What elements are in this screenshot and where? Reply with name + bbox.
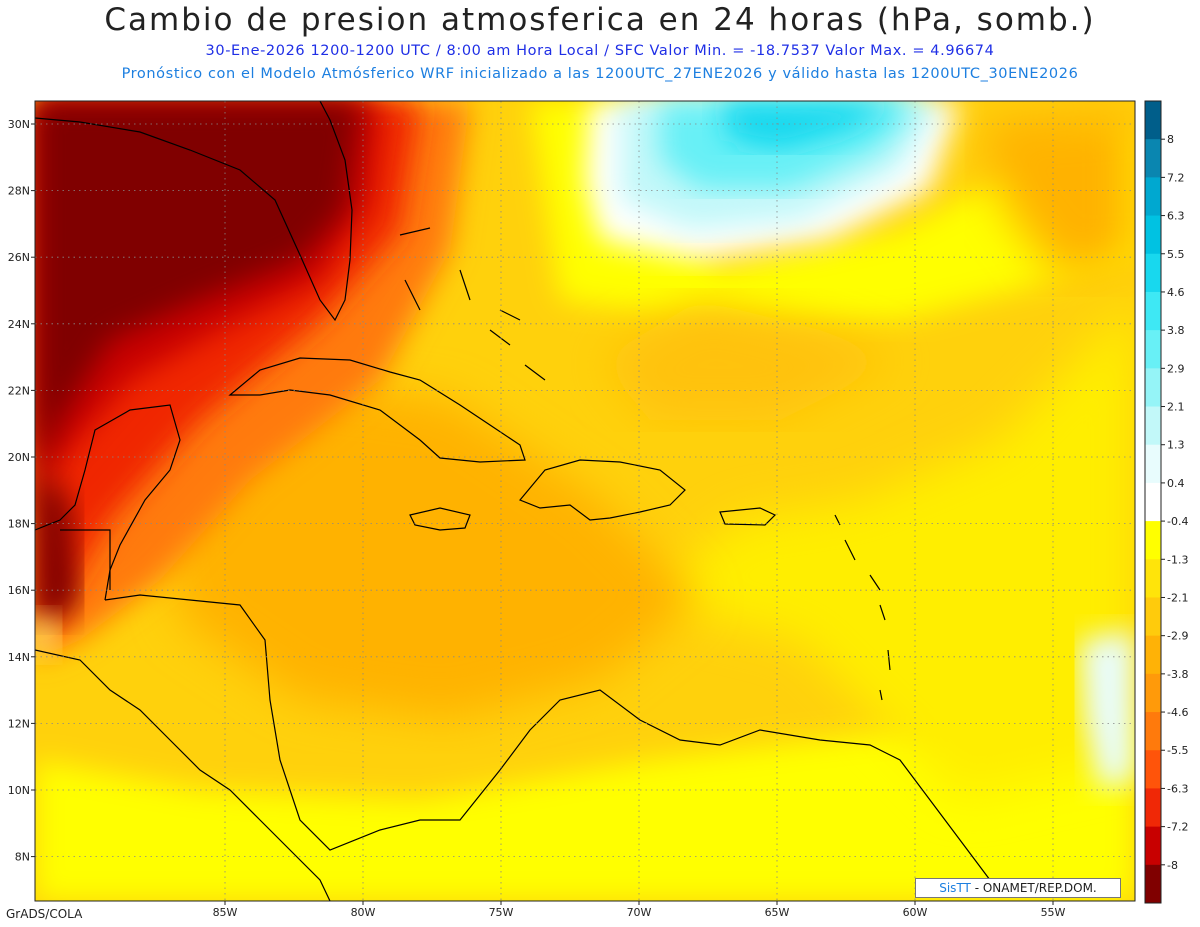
lat-label: 30N (8, 118, 30, 131)
colorbar-label: 6.3 (1167, 210, 1185, 223)
longitude-labels: 85W 80W 75W 70W 65W 60W 55W (213, 901, 1066, 919)
credit-box: SisTT - ONAMET/REP.DOM. (915, 878, 1121, 898)
lat-label: 22N (8, 384, 30, 397)
colorbar-label: -2.9 (1167, 630, 1188, 643)
colorbar-swatch (1145, 330, 1161, 369)
colorbar-swatch (1145, 215, 1161, 255)
lat-label: 14N (8, 651, 30, 664)
colorbar-label: -0.4 (1167, 515, 1188, 528)
colorbar-swatch (1145, 444, 1161, 484)
map-title: Cambio de presion atmosferica en 24 hora… (104, 2, 1096, 38)
colorbar-label: 5.5 (1167, 248, 1185, 261)
colorbar-swatch (1145, 673, 1161, 713)
colorbar-label: 7.2 (1167, 171, 1185, 184)
colorbar-label: -2.1 (1167, 591, 1188, 604)
cuba-outline (228, 357, 526, 463)
central-america-outline (104, 594, 991, 881)
lon-label: 80W (351, 906, 376, 919)
colorbar-label: -7.2 (1167, 821, 1188, 834)
lon-label: 75W (489, 906, 514, 919)
colorbar-swatch (1145, 635, 1161, 675)
colorbar-swatch (1145, 139, 1161, 178)
credit-text: - ONAMET/REP.DOM. (970, 881, 1097, 895)
lat-label: 26N (8, 251, 30, 264)
colorbar-label: 3.8 (1167, 324, 1185, 337)
lat-label: 18N (8, 518, 30, 531)
colorbar-label: -3.8 (1167, 668, 1188, 681)
bahamas-outline (399, 227, 546, 381)
colorbar-swatch (1145, 712, 1161, 751)
colorbar-swatch (1145, 291, 1161, 331)
colorbar-swatch (1145, 368, 1161, 408)
colorbar-labels: 8 7.2 6.3 5.5 4.6 3.8 2.9 2.1 1.3 0.4 -0.4 -1.3 -2.1… (1161, 133, 1188, 872)
lat-label: 8N (15, 851, 30, 864)
colorbar-label: 4.6 (1167, 286, 1185, 299)
lesser-antilles-outline (834, 514, 891, 701)
colorbar-swatch (1145, 177, 1161, 217)
colorbar-swatch (1145, 521, 1161, 560)
lat-label: 12N (8, 717, 30, 730)
belize-border (60, 529, 111, 590)
colorbar-swatch (1145, 750, 1161, 789)
hispaniola-outline (519, 459, 686, 521)
colorbar-label: 2.9 (1167, 362, 1185, 375)
yucatan-outline (35, 404, 181, 601)
colorbar-swatch (1145, 101, 1161, 140)
colorbar-swatch (1145, 406, 1161, 446)
map-frame (34, 100, 1136, 902)
colorbar-swatch (1145, 826, 1161, 866)
graticule (35, 101, 1135, 901)
colorbar-label: -1.3 (1167, 553, 1188, 566)
latitude-labels: 30N 28N 26N 24N 22N 20N 18N 16N 14N 12N 10N 8N (8, 118, 35, 864)
credit-brand: SisTT (939, 881, 971, 895)
lat-label: 16N (8, 584, 30, 597)
colorbar-label: 0.4 (1167, 477, 1185, 490)
colorbar-swatch (1145, 597, 1161, 637)
coastlines (35, 101, 991, 901)
jamaica-outline (409, 507, 471, 531)
software-label: GrADS/COLA (6, 907, 83, 921)
lat-label: 28N (8, 185, 30, 198)
lon-label: 70W (627, 906, 652, 919)
map-subtitle-date: 30-Ene-2026 1200-1200 UTC / 8:00 am Hora… (205, 43, 995, 59)
map-subtitle-model: Pronóstico con el Modelo Atmósferico WRF… (121, 66, 1079, 82)
pacific-coast-outline (35, 649, 331, 901)
lon-label: 85W (213, 906, 238, 919)
colorbar-label: -6.3 (1167, 782, 1188, 795)
colorbar-label: -5.5 (1167, 744, 1188, 757)
colorbar-label: 1.3 (1167, 439, 1185, 452)
colorbar-label: -4.6 (1167, 706, 1188, 719)
lon-label: 60W (903, 906, 928, 919)
colorbar-frame (1144, 100, 1162, 904)
lat-label: 10N (8, 784, 30, 797)
lat-label: 24N (8, 318, 30, 331)
colorbar-swatch (1145, 864, 1161, 904)
gulf-coast-outline (35, 101, 353, 322)
colorbar-swatch (1145, 559, 1161, 598)
colorbar-swatch (1145, 788, 1161, 828)
colorbar-swatch (1145, 482, 1161, 522)
colorbar-label: 2.1 (1167, 401, 1185, 414)
shaded-field (35, 101, 1135, 901)
lon-label: 55W (1041, 906, 1066, 919)
colorbar-swatch (1145, 253, 1161, 293)
colorbar (1144, 100, 1162, 904)
lon-label: 65W (765, 906, 790, 919)
puerto-rico-outline (719, 507, 777, 526)
colorbar-label: 8 (1167, 133, 1174, 146)
colorbar-label: -8 (1167, 859, 1178, 872)
lat-label: 20N (8, 451, 30, 464)
